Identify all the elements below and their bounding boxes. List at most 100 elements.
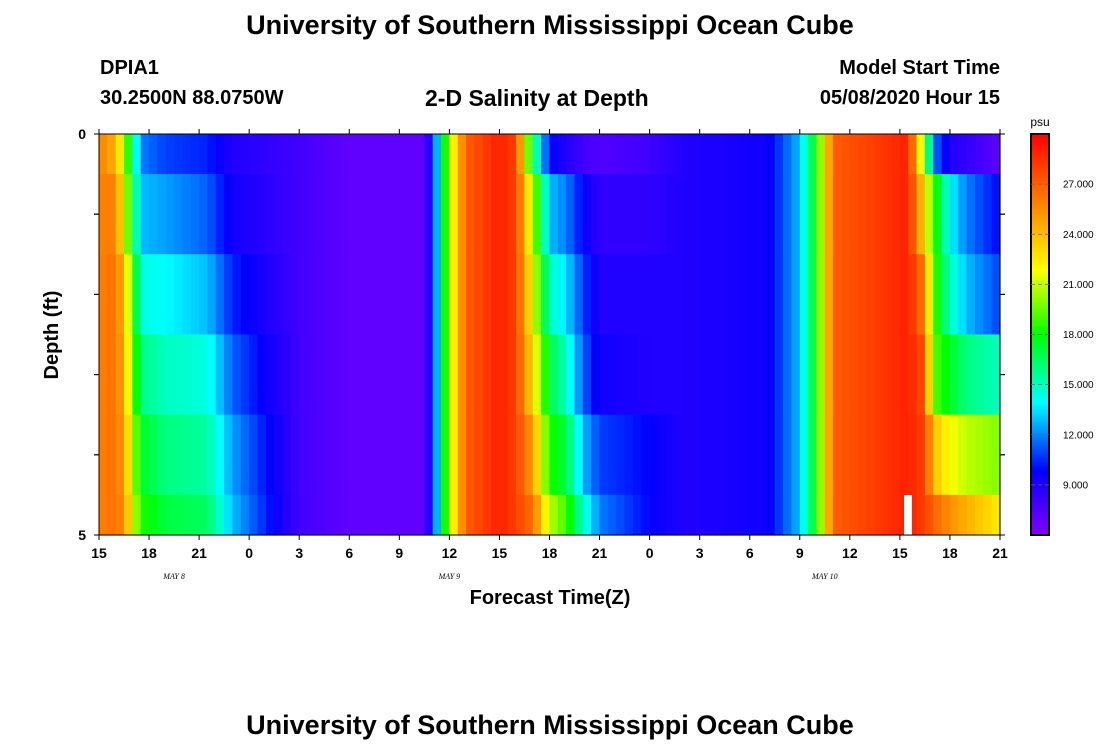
heatmap-cell <box>249 414 259 496</box>
heatmap-cell <box>566 334 576 416</box>
heatmap-cell <box>874 334 884 416</box>
heatmap-cells <box>99 134 1001 536</box>
heatmap-cell <box>157 254 167 336</box>
heatmap-cell <box>624 494 634 536</box>
heatmap-cell <box>224 174 234 255</box>
heatmap-cell <box>466 134 476 175</box>
heatmap-cell <box>799 414 809 496</box>
heatmap-cell <box>282 334 292 416</box>
heatmap-cell <box>924 414 934 496</box>
model-start-value: 05/08/2020 Hour 15 <box>819 87 1000 109</box>
heatmap-cell <box>966 494 976 536</box>
heatmap-cell <box>649 174 659 255</box>
heatmap-cell <box>883 174 893 255</box>
heatmap-cell <box>416 174 425 255</box>
heatmap-cell <box>282 254 292 336</box>
heatmap-cell <box>107 134 117 175</box>
heatmap-cell <box>232 174 242 255</box>
heatmap-cell <box>474 494 484 536</box>
heatmap-cell <box>499 414 509 496</box>
heatmap-cell <box>566 494 576 536</box>
heatmap-cell <box>874 174 884 255</box>
heatmap-cell <box>132 494 142 536</box>
heatmap-cell <box>232 494 242 536</box>
heatmap-cell <box>491 334 501 416</box>
heatmap-cell <box>833 254 843 336</box>
heatmap-cell <box>299 134 309 175</box>
heatmap-cell <box>132 334 142 416</box>
heatmap-cell <box>182 414 192 496</box>
heatmap-cell <box>933 334 943 416</box>
heatmap-cell <box>532 494 542 536</box>
heatmap-cell <box>491 134 501 175</box>
heatmap-cell <box>541 334 551 416</box>
heatmap-cell <box>390 334 400 416</box>
heatmap-cell <box>215 334 225 416</box>
heatmap-cell <box>224 334 234 416</box>
heatmap-cell <box>324 254 334 336</box>
heatmap-cell <box>124 174 133 255</box>
heatmap-cell <box>182 334 192 416</box>
heatmap-cell <box>190 414 200 496</box>
heatmap-cell <box>340 334 350 416</box>
heatmap-cell <box>99 134 108 175</box>
heatmap-cell <box>741 494 751 536</box>
heatmap-cell <box>524 334 534 416</box>
heatmap-cell <box>808 414 818 496</box>
x-axis: 15 18 21 0 3 6 9 12 15 18 21 0 3 6 9 12 15 18 21 MAY 8 MAY 9… <box>91 129 1008 581</box>
heatmap-cell <box>390 254 400 336</box>
heatmap-cell <box>174 134 184 175</box>
heatmap-cell <box>541 174 551 255</box>
heatmap-cell <box>491 174 501 255</box>
heatmap-cell <box>674 414 684 496</box>
heatmap-cell <box>741 414 751 496</box>
heatmap-cell <box>974 414 984 496</box>
heatmap-cell <box>791 414 801 496</box>
heatmap-cell <box>474 414 484 496</box>
heatmap-cell <box>516 414 526 496</box>
heatmap-cell <box>607 494 617 536</box>
heatmap-cell <box>641 414 651 496</box>
heatmap-cell <box>933 134 943 175</box>
heatmap-cell <box>441 414 450 496</box>
heatmap-cell <box>657 254 667 336</box>
heatmap-cell <box>124 254 133 336</box>
heatmap-cell <box>240 174 250 255</box>
heatmap-cell <box>491 254 501 336</box>
heatmap-cell <box>432 134 442 175</box>
heatmap-cell <box>340 494 350 536</box>
heatmap-cell <box>140 134 150 175</box>
x-tick-label: 0 <box>646 545 654 561</box>
heatmap-cell <box>357 334 367 416</box>
heatmap-cell <box>224 414 234 496</box>
heatmap-cell <box>724 494 734 536</box>
heatmap-cell <box>983 494 993 536</box>
heatmap-cell <box>416 414 425 496</box>
heatmap-cell <box>432 414 442 496</box>
white-marker <box>904 495 912 535</box>
heatmap-cell <box>382 174 392 255</box>
x-tick-label: 15 <box>492 545 508 561</box>
heatmap-cell <box>507 254 517 336</box>
heatmap-cell <box>908 414 918 496</box>
heatmap-cell <box>624 134 634 175</box>
heatmap-cell <box>874 494 884 536</box>
heatmap-cell <box>257 494 267 536</box>
heatmap-cell <box>499 334 509 416</box>
heatmap-cell <box>983 134 993 175</box>
heatmap-cell <box>674 254 684 336</box>
heatmap-cell <box>282 174 292 255</box>
heatmap-cell <box>132 254 142 336</box>
heatmap-cell <box>207 414 217 496</box>
heatmap-cell <box>682 414 692 496</box>
heatmap-cell <box>657 334 667 416</box>
heatmap-cell <box>574 414 584 496</box>
heatmap-cell <box>482 334 492 416</box>
heatmap-cell <box>457 254 467 336</box>
heatmap-cell <box>941 334 951 416</box>
heatmap-cell <box>374 494 384 536</box>
heatmap-cell <box>708 494 717 536</box>
heatmap-cell <box>958 254 968 336</box>
heatmap-cell <box>174 494 184 536</box>
heatmap-cell <box>149 414 158 496</box>
